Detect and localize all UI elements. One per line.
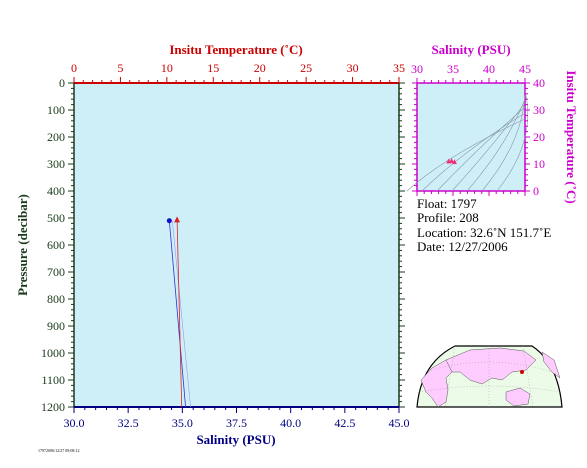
top-axis-tick-label: 30 — [347, 61, 359, 75]
top-axis-tick-label: 0 — [71, 61, 77, 75]
main-plot-background — [73, 82, 400, 408]
ts-top-axis-tick-label: 45 — [519, 62, 531, 76]
ts-right-axis-tick-label: 40 — [533, 76, 545, 90]
ts-right-axis-tick-label: 0 — [533, 184, 539, 198]
left-axis-tick-label: 900 — [47, 319, 65, 333]
ts-top-axis-tick-label: 35 — [447, 62, 459, 76]
ts-isopycnal — [466, 98, 526, 192]
ts-isopycnal — [451, 102, 526, 192]
top-axis-tick-label: 5 — [117, 61, 123, 75]
top-axis-label: Insitu Temperature (˚C) — [169, 42, 302, 57]
float-number: Float: 1797 — [417, 196, 477, 211]
left-axis-tick-label: 200 — [47, 130, 65, 144]
ts-top-axis-tick-label: 30 — [411, 62, 423, 76]
left-axis-label: Pressure (decibar) — [15, 194, 30, 296]
bottom-axis-tick-label: 32.5 — [118, 416, 139, 430]
left-axis-tick-label: 800 — [47, 292, 65, 306]
ts-top-axis-tick-label: 40 — [483, 62, 495, 76]
bottom-axis-tick-label: 37.5 — [226, 416, 247, 430]
salinity-profile-line — [168, 220, 186, 408]
map-land-australia — [505, 387, 531, 407]
top-axis-tick-label: 25 — [300, 61, 312, 75]
ts-right-axis-label: Insitu Temperature (˚C) — [564, 70, 579, 203]
map-graticule — [418, 345, 561, 408]
location-map — [416, 345, 563, 408]
float-location-marker — [520, 370, 524, 374]
left-axis-tick-label: 500 — [47, 211, 65, 225]
ts-point — [449, 157, 455, 163]
ts-isopycnal — [406, 118, 526, 192]
footer-note: 17972006/12/27 09:08:12 — [38, 448, 79, 453]
ts-point — [451, 159, 457, 165]
ts-isopycnal — [436, 106, 526, 192]
top-axis-tick-label: 15 — [207, 61, 219, 75]
top-axis-tick-label: 10 — [161, 61, 173, 75]
profile-number: Profile: 208 — [417, 210, 479, 225]
left-axis-tick-label: 700 — [47, 265, 65, 279]
left-axis-tick-label: 1200 — [41, 400, 65, 414]
ts-right-axis-tick-label: 30 — [533, 103, 545, 117]
left-axis-tick-label: 0 — [59, 76, 65, 90]
ts-isopycnal — [496, 90, 528, 192]
left-axis-tick-label: 1000 — [41, 346, 65, 360]
left-axis-tick-label: 1100 — [41, 373, 65, 387]
bottom-axis-label: Salinity (PSU) — [196, 432, 275, 447]
top-axis-tick-label: 20 — [254, 61, 266, 75]
ts-isopycnal — [481, 94, 526, 192]
temperature-profile-point — [174, 216, 181, 223]
map-land-north-america — [541, 351, 561, 379]
left-axis-tick-label: 100 — [47, 103, 65, 117]
map-land-asia — [445, 347, 537, 385]
left-axis-tick-label: 600 — [47, 238, 65, 252]
bottom-axis-tick-label: 42.5 — [334, 416, 355, 430]
bottom-axis-tick-label: 35.0 — [172, 416, 193, 430]
bottom-axis-tick-label: 40.0 — [280, 416, 301, 430]
left-axis-tick-label: 300 — [47, 157, 65, 171]
top-axis-tick-label: 35 — [393, 61, 405, 75]
salinity-profile-point — [166, 218, 172, 224]
ts-plot-background — [416, 82, 526, 192]
ts-right-axis-tick-label: 10 — [533, 157, 545, 171]
bottom-axis-tick-label: 30.0 — [64, 416, 85, 430]
date: Date: 12/27/2006 — [417, 239, 508, 254]
ts-right-axis-tick-label: 20 — [533, 130, 545, 144]
location: Location: 32.6˚N 151.7˚E — [417, 225, 551, 240]
salinity-profile-trace — [172, 220, 191, 408]
ts-isopycnal — [421, 112, 526, 192]
left-axis-tick-label: 400 — [47, 184, 65, 198]
temperature-profile-line — [176, 219, 183, 408]
ts-top-axis-label: Salinity (PSU) — [431, 42, 510, 57]
map-land-europe-africa — [420, 359, 457, 408]
bottom-axis-tick-label: 45.0 — [389, 416, 410, 430]
